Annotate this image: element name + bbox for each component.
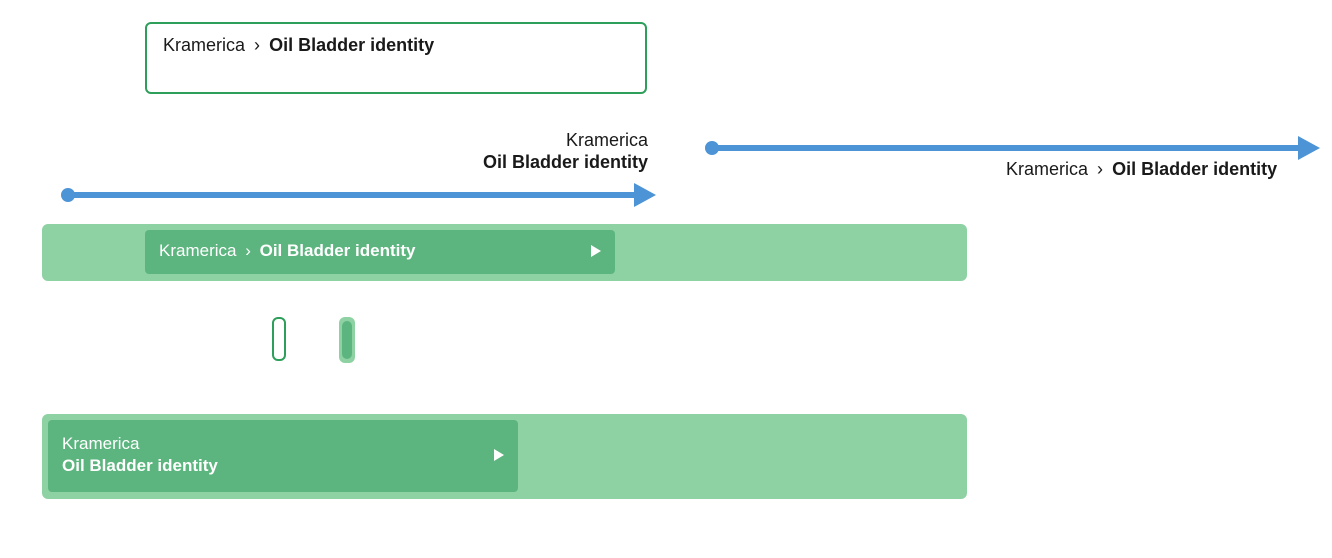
client-label: Kramerica	[1006, 159, 1088, 179]
diagram-canvas: Kramerica › Oil Bladder identity Krameri…	[0, 0, 1332, 558]
project-label: Oil Bladder identity	[269, 35, 434, 55]
arrow-2-line	[712, 145, 1302, 151]
gantt-bar-1[interactable]: Kramerica › Oil Bladder identity	[145, 230, 615, 274]
project-label: Oil Bladder identity	[62, 455, 218, 477]
arrow-2-head	[1298, 136, 1320, 160]
resize-handle-outline[interactable]	[272, 317, 286, 361]
client-label: Kramerica	[159, 241, 236, 260]
project-label: Oil Bladder identity	[440, 151, 648, 173]
project-label: Oil Bladder identity	[1112, 159, 1277, 179]
caret-right-icon	[494, 449, 504, 461]
client-label: Kramerica	[62, 433, 218, 455]
arrow-1-label: Kramerica Oil Bladder identity	[440, 129, 648, 173]
client-label: Kramerica	[163, 35, 245, 55]
arrow-1-line	[68, 192, 638, 198]
outlined-project-chip: Kramerica › Oil Bladder identity	[145, 22, 647, 94]
client-label: Kramerica	[440, 129, 648, 151]
breadcrumb-separator: ›	[245, 241, 251, 260]
project-label: Oil Bladder identity	[260, 241, 416, 260]
gantt-bar-2-label: Kramerica Oil Bladder identity	[62, 433, 218, 477]
caret-right-icon	[591, 245, 601, 257]
gantt-bar-2[interactable]: Kramerica Oil Bladder identity	[48, 420, 518, 492]
breadcrumb-separator: ›	[254, 35, 260, 55]
resize-handle-solid[interactable]	[342, 321, 352, 359]
breadcrumb-separator: ›	[1097, 159, 1103, 179]
arrow-2-label: Kramerica › Oil Bladder identity	[1006, 158, 1302, 180]
gantt-bar-1-label: Kramerica › Oil Bladder identity	[159, 241, 415, 261]
arrow-1-head	[634, 183, 656, 207]
